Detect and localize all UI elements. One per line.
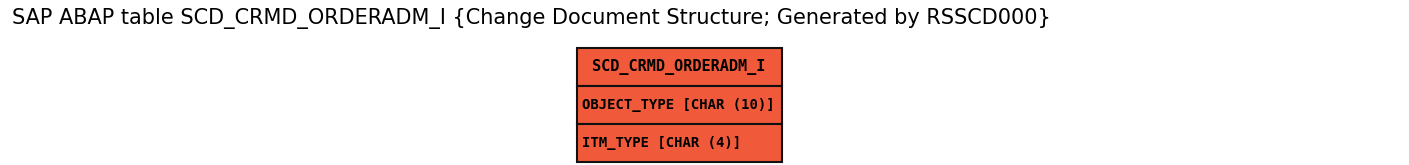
Bar [576,86,782,124]
Bar [576,48,782,86]
Bar [576,124,782,162]
Text: OBJECT_TYPE [CHAR (10)]: OBJECT_TYPE [CHAR (10)] [582,98,775,112]
Text: SAP ABAP table SCD_CRMD_ORDERADM_I {Change Document Structure; Generated by RSSC: SAP ABAP table SCD_CRMD_ORDERADM_I {Chan… [13,8,1051,29]
Text: ITM_TYPE [CHAR (4)]: ITM_TYPE [CHAR (4)] [582,136,741,150]
Text: SCD_CRMD_ORDERADM_I: SCD_CRMD_ORDERADM_I [592,59,766,75]
